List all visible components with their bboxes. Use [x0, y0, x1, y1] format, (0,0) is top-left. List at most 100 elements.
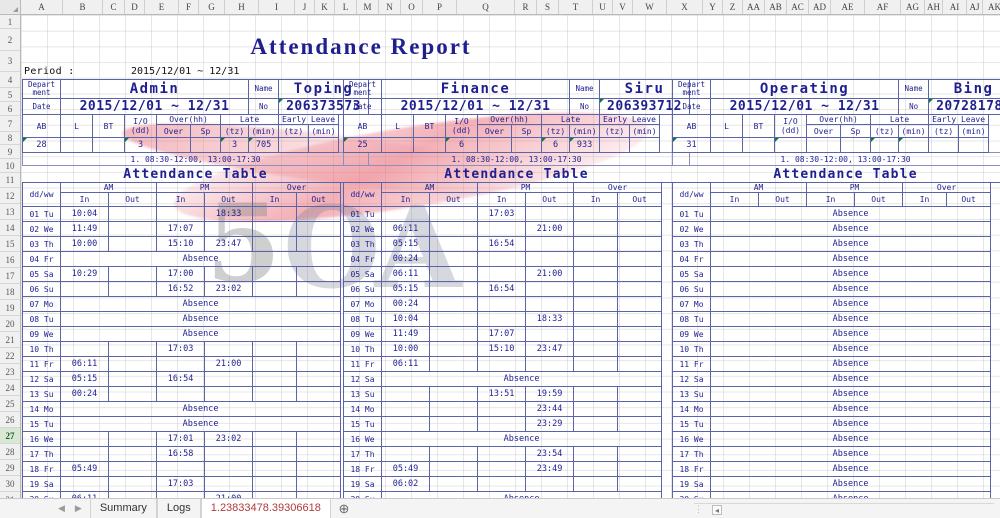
column-header-f[interactable]: F [179, 0, 199, 14]
attendance-row[interactable]: 01 Tu Absence [672, 206, 992, 222]
row-header-gutter[interactable]: 1 2 3 4 5 6 7 8 9 10 11 12 13 14 15 16 17 18 19 20 21 22 23 24 2… [0, 15, 21, 508]
column-header-b[interactable]: B [63, 0, 103, 14]
column-header-m[interactable]: M [357, 0, 379, 14]
row-header-24[interactable]: 24 [0, 380, 20, 396]
column-header-a[interactable]: A [21, 0, 63, 14]
column-header-n[interactable]: N [379, 0, 401, 14]
scrollbar-thumb[interactable]: ◂ [712, 504, 722, 515]
attendance-row[interactable]: 03 Th 05:15 16:54 [343, 236, 663, 252]
column-header-w[interactable]: W [633, 0, 667, 14]
attendance-row[interactable]: 14 Mo Absence [672, 401, 992, 417]
sheet-tab[interactable]: 1.23833478.39306618 [200, 499, 331, 518]
attendance-row[interactable]: 07 Mo Absence [672, 296, 992, 312]
attendance-row[interactable]: 17 Th Absence [672, 446, 992, 462]
column-header-ah[interactable]: AH [925, 0, 943, 14]
column-header-j[interactable]: J [295, 0, 315, 14]
attendance-row[interactable]: 11 Fr Absence [672, 356, 992, 372]
column-header-strip[interactable]: A B C D E F G H I J K L M N O P Q R S T U V W X Y Z AA AB AC AD AE AF AG… [0, 0, 1000, 15]
column-header-r[interactable]: R [515, 0, 537, 14]
column-header-ai[interactable]: AI [943, 0, 967, 14]
attendance-row[interactable]: 17 Th 23:54 [343, 446, 663, 462]
attendance-row[interactable]: 04 Fr Absence [672, 251, 992, 267]
attendance-row[interactable]: 12 Sa Absence [343, 371, 663, 387]
select-all-corner[interactable] [0, 0, 21, 14]
row-header-21[interactable]: 21 [0, 332, 20, 348]
column-header-o[interactable]: O [401, 0, 423, 14]
attendance-row[interactable]: 12 Sa Absence [672, 371, 992, 387]
attendance-row[interactable]: 16 We 17:01 23:02 [22, 431, 342, 447]
sheet-canvas[interactable]: 5 OA Attendance Report Period : 2015/12/… [21, 15, 1000, 498]
attendance-row[interactable]: 09 We 11:49 17:07 [343, 326, 663, 342]
attendance-row[interactable]: 07 Mo Absence [22, 296, 342, 312]
column-header-k[interactable]: K [315, 0, 335, 14]
attendance-row[interactable]: 18 Fr 05:49 [22, 461, 342, 477]
attendance-row[interactable]: 19 Sa 06:02 [343, 476, 663, 492]
column-header-y[interactable]: Y [703, 0, 723, 14]
attendance-row[interactable]: 02 We 06:11 21:00 [343, 221, 663, 237]
attendance-row[interactable]: 08 Tu Absence [22, 311, 342, 327]
attendance-row[interactable]: 02 We Absence [672, 221, 992, 237]
row-header-18[interactable]: 18 [0, 284, 20, 300]
attendance-row[interactable]: 10 Th Absence [672, 341, 992, 357]
attendance-row[interactable]: 18 Fr Absence [672, 461, 992, 477]
row-header-27[interactable]: 27 [0, 428, 20, 444]
attendance-row[interactable]: 13 Su 00:24 [22, 386, 342, 402]
attendance-row[interactable]: 16 We Absence [343, 431, 663, 447]
attendance-row[interactable]: 04 Fr 00:24 [343, 251, 663, 267]
column-header-i[interactable]: I [259, 0, 295, 14]
attendance-row[interactable]: 09 We Absence [672, 326, 992, 342]
prev-sheet-icon[interactable]: ◀ [58, 503, 65, 513]
attendance-row[interactable]: 01 Tu 10:04 18:33 [22, 206, 342, 222]
attendance-row[interactable]: 03 Th Absence [672, 236, 992, 252]
sheet-tab-bar[interactable]: ◀ ▶ Summary Logs 1.23833478.39306618 ⊕ ⋮ ◂ [0, 498, 1000, 518]
column-header-h[interactable]: H [225, 0, 259, 14]
sheet-nav-arrows[interactable]: ◀ ▶ [0, 503, 90, 514]
column-header-ag[interactable]: AG [901, 0, 925, 14]
attendance-row[interactable]: 05 Sa Absence [672, 266, 992, 282]
row-header-20[interactable]: 20 [0, 316, 20, 332]
row-header-2[interactable]: 2 [0, 29, 20, 51]
row-header-6[interactable]: 6 [0, 102, 20, 116]
row-header-30[interactable]: 30 [0, 476, 20, 492]
attendance-row[interactable]: 03 Th 10:00 15:10 23:47 [22, 236, 342, 252]
attendance-row[interactable]: 15 Tu Absence [672, 416, 992, 432]
column-header-g[interactable]: G [199, 0, 225, 14]
sheet-tab[interactable]: Logs [156, 499, 201, 518]
attendance-row[interactable]: 05 Sa 10:29 17:00 [22, 266, 342, 282]
row-header-25[interactable]: 25 [0, 396, 20, 412]
row-header-5[interactable]: 5 [0, 88, 20, 102]
column-header-e[interactable]: E [145, 0, 179, 14]
column-header-aj[interactable]: AJ [967, 0, 983, 14]
attendance-row[interactable]: 10 Th 10:00 15:10 23:47 [343, 341, 663, 357]
attendance-row[interactable]: 14 Mo 23:44 [343, 401, 663, 417]
sheet-tab[interactable]: Summary [89, 499, 157, 518]
column-header-x[interactable]: X [667, 0, 703, 14]
column-header-s[interactable]: S [537, 0, 559, 14]
attendance-row[interactable]: 19 Sa Absence [672, 476, 992, 492]
attendance-row[interactable]: 11 Fr 06:11 21:00 [22, 356, 342, 372]
row-header-8[interactable]: 8 [0, 132, 20, 145]
column-header-ac[interactable]: AC [787, 0, 809, 14]
attendance-row[interactable]: 15 Tu Absence [22, 416, 342, 432]
row-header-9[interactable]: 9 [0, 145, 20, 159]
column-header-v[interactable]: V [613, 0, 633, 14]
horizontal-scrollbar[interactable]: ⋮ ◂ [694, 502, 994, 515]
row-header-13[interactable]: 13 [0, 204, 20, 220]
row-header-12[interactable]: 12 [0, 188, 20, 204]
row-header-15[interactable]: 15 [0, 236, 20, 252]
row-header-17[interactable]: 17 [0, 268, 20, 284]
attendance-row[interactable]: 14 Mo Absence [22, 401, 342, 417]
row-header-29[interactable]: 29 [0, 460, 20, 476]
add-sheet-button[interactable]: ⊕ [338, 500, 350, 516]
attendance-row[interactable]: 18 Fr 05:49 23:49 [343, 461, 663, 477]
row-header-19[interactable]: 19 [0, 300, 20, 316]
column-header-aa[interactable]: AA [743, 0, 765, 14]
attendance-row[interactable]: 04 Fr Absence [22, 251, 342, 267]
column-header-p[interactable]: P [423, 0, 457, 14]
column-header-l[interactable]: L [335, 0, 357, 14]
row-header-22[interactable]: 22 [0, 348, 20, 364]
attendance-row[interactable]: 07 Mo 00:24 [343, 296, 663, 312]
attendance-row[interactable]: 02 We 11:49 17:07 [22, 221, 342, 237]
